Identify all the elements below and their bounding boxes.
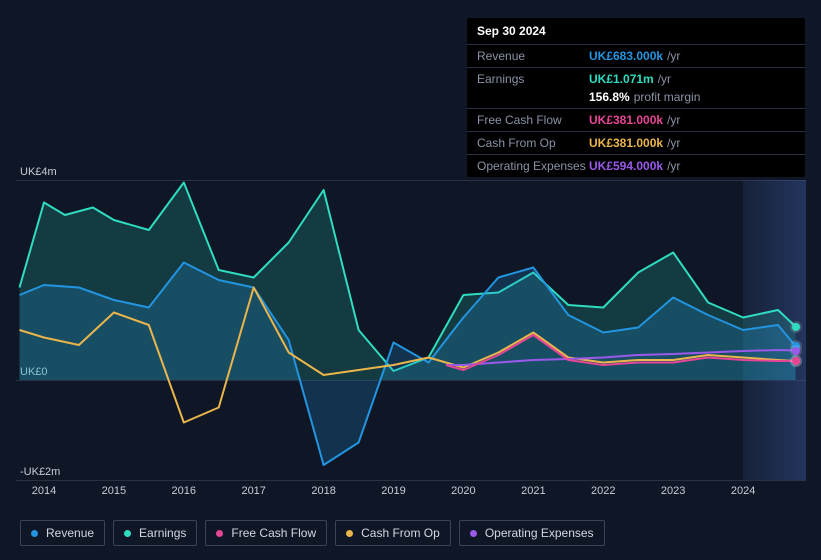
tooltip-row: Cash From OpUK£381.000k/yr — [467, 131, 805, 154]
legend-dot-icon — [124, 530, 131, 537]
chart-xtick-label: 2019 — [381, 485, 405, 497]
legend-label: Earnings — [139, 526, 186, 540]
chart-xtick-label: 2017 — [241, 485, 265, 497]
legend-item-revenue[interactable]: Revenue — [20, 520, 105, 546]
tooltip-date: Sep 30 2024 — [467, 18, 805, 44]
chart-legend: Revenue Earnings Free Cash Flow Cash From O… — [20, 520, 605, 546]
chart-cursor-dot — [792, 357, 800, 365]
tooltip-row-label: Cash From Op — [477, 136, 589, 150]
chart-xtick-label: 2016 — [172, 485, 196, 497]
tooltip-row-unit: /yr — [658, 72, 671, 86]
legend-dot-icon — [216, 530, 223, 537]
tooltip-row-label: Free Cash Flow — [477, 113, 589, 127]
legend-dot-icon — [346, 530, 353, 537]
financials-chart[interactable]: UK£4mUK£0-UK£2m — [16, 160, 806, 480]
tooltip-row: EarningsUK£1.071m/yr — [467, 67, 805, 90]
legend-item-opex[interactable]: Operating Expenses — [459, 520, 605, 546]
tooltip-row-value: UK£381.000k — [589, 136, 663, 150]
legend-label: Free Cash Flow — [231, 526, 316, 540]
legend-label: Operating Expenses — [485, 526, 594, 540]
tooltip-row-unit: /yr — [667, 49, 680, 63]
chart-xtick-label: 2018 — [311, 485, 335, 497]
tooltip-subrow: 156.8% profit margin — [467, 90, 805, 108]
tooltip-row-value: UK£1.071m — [589, 72, 654, 86]
legend-item-earnings[interactable]: Earnings — [113, 520, 197, 546]
chart-xtick-label: 2022 — [591, 485, 615, 497]
legend-item-fcf[interactable]: Free Cash Flow — [205, 520, 327, 546]
chart-xtick-label: 2015 — [102, 485, 126, 497]
chart-cursor-dot — [792, 347, 800, 355]
tooltip-row-unit: /yr — [667, 113, 680, 127]
tooltip-sub-value: 156.8% — [589, 90, 630, 104]
tooltip-row-value: UK£381.000k — [589, 113, 663, 127]
tooltip-row-label: Revenue — [477, 49, 589, 63]
tooltip-row-label: Earnings — [477, 72, 589, 86]
legend-dot-icon — [470, 530, 477, 537]
tooltip-row-unit: /yr — [667, 136, 680, 150]
legend-dot-icon — [31, 530, 38, 537]
chart-xtick-label: 2014 — [32, 485, 56, 497]
tooltip-sub-label: profit margin — [634, 90, 701, 104]
legend-item-cfo[interactable]: Cash From Op — [335, 520, 451, 546]
tooltip-row: Free Cash FlowUK£381.000k/yr — [467, 108, 805, 131]
chart-x-axis: 2014 2015 2016 2017 2018 2019 2020 2021 2022 2023… — [16, 485, 806, 505]
chart-xtick-label: 2024 — [731, 485, 755, 497]
chart-cursor-dot — [792, 323, 800, 331]
chart-xtick-label: 2021 — [521, 485, 545, 497]
tooltip-row: RevenueUK£683.000k/yr — [467, 44, 805, 67]
chart-xtick-label: 2023 — [661, 485, 685, 497]
chart-gridline — [16, 480, 806, 481]
legend-label: Revenue — [46, 526, 94, 540]
chart-plot-area — [16, 180, 806, 480]
tooltip-panel: Sep 30 2024 RevenueUK£683.000k/yrEarning… — [467, 18, 805, 177]
legend-label: Cash From Op — [361, 526, 440, 540]
chart-xtick-label: 2020 — [451, 485, 475, 497]
chart-ytick-label: UK£4m — [20, 166, 57, 178]
tooltip-row-value: UK£683.000k — [589, 49, 663, 63]
